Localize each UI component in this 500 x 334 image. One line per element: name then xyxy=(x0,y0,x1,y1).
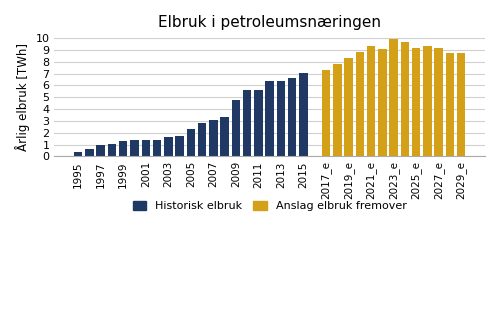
Bar xyxy=(266,81,274,156)
Bar xyxy=(153,140,162,156)
Bar xyxy=(142,140,150,156)
Bar xyxy=(220,117,229,156)
Bar xyxy=(243,90,252,156)
Bar xyxy=(288,78,296,156)
Bar xyxy=(176,136,184,156)
Bar xyxy=(333,63,342,156)
Bar xyxy=(209,120,218,156)
Bar xyxy=(300,73,308,156)
Bar xyxy=(412,48,420,156)
Title: Elbruk i petroleumsnæringen: Elbruk i petroleumsnæringen xyxy=(158,15,381,30)
Bar xyxy=(356,52,364,156)
Bar xyxy=(130,140,138,156)
Bar xyxy=(198,123,206,156)
Bar xyxy=(96,145,105,156)
Bar xyxy=(367,46,376,156)
Bar xyxy=(276,81,285,156)
Y-axis label: Årlig elbruk [TWh]: Årlig elbruk [TWh] xyxy=(15,43,30,151)
Bar xyxy=(186,129,195,156)
Bar xyxy=(254,90,262,156)
Bar xyxy=(119,141,128,156)
Bar xyxy=(164,138,172,156)
Bar xyxy=(322,70,330,156)
Bar xyxy=(446,53,454,156)
Legend: Historisk elbruk, Anslag elbruk fremover: Historisk elbruk, Anslag elbruk fremover xyxy=(128,196,411,216)
Bar xyxy=(74,152,82,156)
Bar xyxy=(400,42,409,156)
Bar xyxy=(434,48,443,156)
Bar xyxy=(390,39,398,156)
Bar xyxy=(108,144,116,156)
Bar xyxy=(378,49,386,156)
Bar xyxy=(457,53,466,156)
Bar xyxy=(344,58,353,156)
Bar xyxy=(85,149,94,156)
Bar xyxy=(232,100,240,156)
Bar xyxy=(423,46,432,156)
